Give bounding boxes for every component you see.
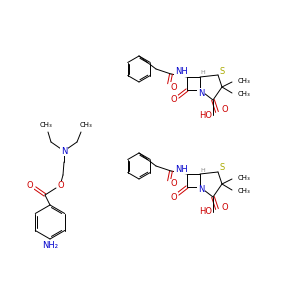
Text: N: N [61,146,67,155]
Text: S: S [219,164,225,172]
Text: O: O [58,182,64,190]
Text: O: O [27,181,33,190]
Text: H: H [201,167,206,172]
Text: HO: HO [200,208,212,217]
Text: NH: NH [175,68,188,76]
Text: O: O [222,202,228,211]
Text: H: H [201,70,206,76]
Text: HO: HO [200,110,212,119]
Text: CH₃: CH₃ [238,175,251,181]
Text: O: O [222,106,228,115]
Text: NH₂: NH₂ [42,241,58,250]
Text: O: O [171,82,177,91]
Text: O: O [171,193,177,202]
Text: O: O [171,179,177,188]
Text: CH₃: CH₃ [40,122,52,128]
Text: CH₃: CH₃ [238,188,251,194]
Text: CH₃: CH₃ [238,91,251,97]
Text: CH₃: CH₃ [80,122,92,128]
Text: O: O [171,95,177,104]
Text: N: N [198,185,204,194]
Text: NH: NH [175,164,188,173]
Text: S: S [219,67,225,76]
Text: CH₃: CH₃ [238,78,251,84]
Text: N: N [198,88,204,98]
